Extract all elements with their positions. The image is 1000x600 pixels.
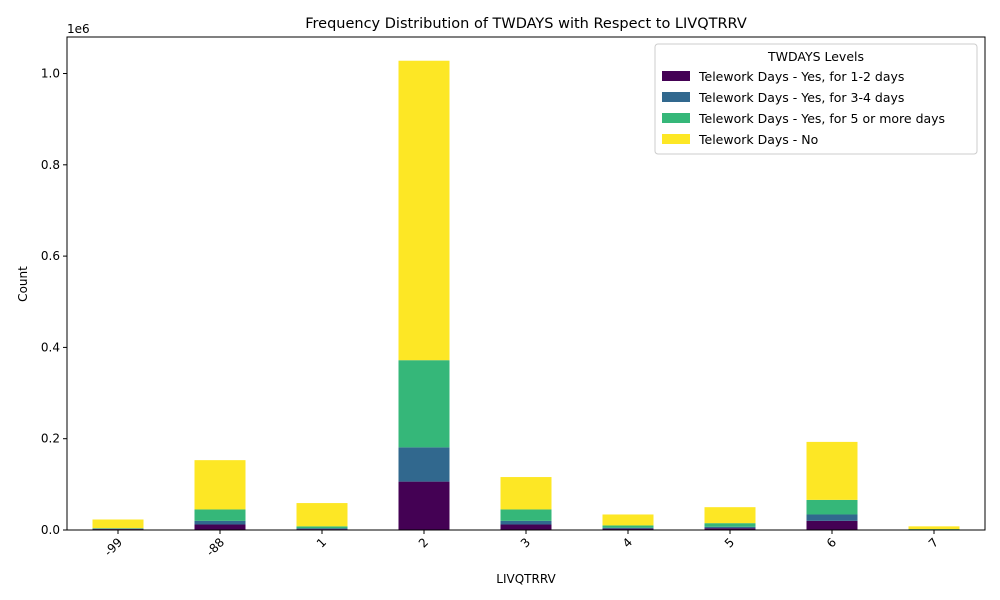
bar-3-series-3 — [500, 509, 552, 521]
y-tick-label: 0.6 — [41, 249, 60, 263]
bars — [92, 60, 960, 530]
legend-label: Telework Days - Yes, for 3-4 days — [698, 90, 904, 105]
y-tick-label: 0.2 — [41, 432, 60, 446]
bar-5-series-4 — [704, 507, 756, 524]
x-tick-label: 1 — [314, 535, 329, 550]
y-offset-label: 1e6 — [67, 22, 90, 36]
legend: TWDAYS Levels Telework Days - Yes, for 1… — [654, 43, 978, 155]
bar--88-series-4 — [194, 460, 246, 510]
legend-title: TWDAYS Levels — [767, 49, 864, 64]
chart-title: Frequency Distribution of TWDAYS with Re… — [305, 16, 747, 32]
bar-1-series-2 — [296, 528, 348, 530]
bar-4-series-2 — [602, 527, 654, 529]
bar-6-series-1 — [806, 520, 858, 530]
x-tick-label: 4 — [620, 535, 635, 550]
bar-5-series-2 — [704, 526, 756, 529]
bar-6-series-3 — [806, 499, 858, 515]
y-axis-label: Count — [16, 266, 30, 302]
y-axis: 0.0 0.2 0.4 0.6 0.8 1.0 — [41, 67, 67, 537]
bar--99-series-4 — [92, 519, 144, 529]
bar-2-series-2 — [398, 447, 450, 482]
bar-4-series-3 — [602, 525, 654, 528]
legend-label: Telework Days - No — [698, 132, 818, 147]
x-axis: -99 -88 1 2 3 4 5 6 7 — [101, 530, 941, 559]
bar--88-series-3 — [194, 509, 246, 521]
bar--88-series-1 — [194, 524, 246, 530]
bar-3-series-2 — [500, 520, 552, 525]
x-tick-label: 7 — [926, 535, 941, 550]
legend-swatch — [662, 134, 690, 144]
bar-3-series-1 — [500, 524, 552, 530]
x-tick-label: 3 — [518, 535, 533, 550]
bar-6-series-4 — [806, 441, 858, 500]
x-tick-label: 2 — [416, 535, 431, 550]
bar-3-series-4 — [500, 477, 552, 510]
legend-swatch — [662, 92, 690, 102]
y-tick-label: 1.0 — [41, 67, 60, 81]
x-tick-label: -88 — [203, 535, 227, 559]
legend-box — [654, 43, 978, 155]
bar-6-series-2 — [806, 514, 858, 521]
bar-2-series-1 — [398, 481, 450, 530]
legend-swatch — [662, 71, 690, 81]
legend-label: Telework Days - Yes, for 5 or more days — [698, 111, 945, 126]
x-tick-label: 5 — [722, 535, 737, 550]
bar-2-series-4 — [398, 60, 450, 361]
y-tick-label: 0.0 — [41, 523, 60, 537]
bar-2-series-3 — [398, 360, 450, 448]
legend-label: Telework Days - Yes, for 1-2 days — [698, 69, 904, 84]
bar--88-series-2 — [194, 520, 246, 525]
bar-5-series-3 — [704, 523, 756, 527]
bar-7-series-4 — [908, 526, 960, 530]
x-axis-label: LIVQTRRV — [496, 572, 556, 586]
bar-4-series-1 — [602, 528, 654, 530]
x-tick-label: 6 — [824, 535, 839, 550]
legend-swatch — [662, 113, 690, 123]
y-tick-label: 0.8 — [41, 158, 60, 172]
bar-4-series-4 — [602, 514, 654, 526]
x-tick-label: -99 — [101, 535, 125, 559]
bar-5-series-1 — [704, 528, 756, 530]
y-tick-label: 0.4 — [41, 340, 60, 354]
bar-1-series-4 — [296, 503, 348, 527]
bar-1-series-3 — [296, 526, 348, 529]
